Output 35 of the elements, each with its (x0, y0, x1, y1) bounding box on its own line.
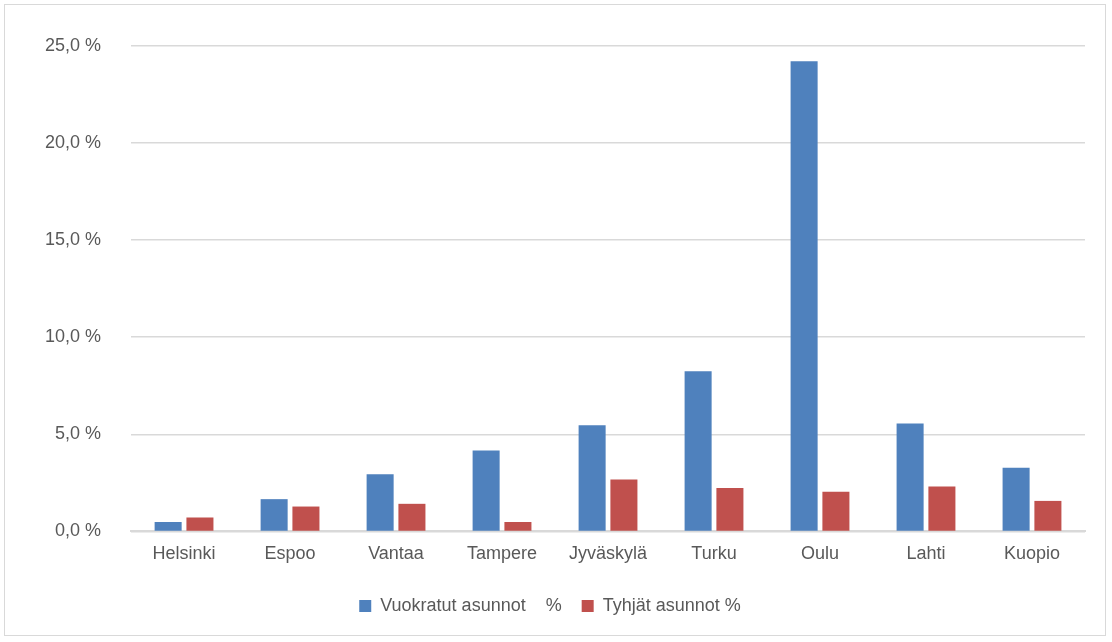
x-tick-label: Turku (691, 543, 737, 564)
bar (790, 61, 818, 531)
x-tick-label: Espoo (264, 543, 316, 564)
bar (186, 517, 214, 531)
y-tick-label: 25,0 % (44, 34, 102, 55)
y-tick-label: 20,0 % (44, 131, 102, 152)
x-tick-label: Lahti (906, 543, 946, 564)
bar (1034, 500, 1062, 531)
bar (154, 521, 182, 531)
bar (504, 522, 532, 531)
bar (896, 423, 924, 531)
bar (398, 503, 426, 531)
x-tick-label: Helsinki (152, 543, 216, 564)
bar (366, 474, 394, 531)
legend-label: Tyhjät asunnot % (602, 594, 741, 615)
y-tick-label: 0,0 % (55, 520, 102, 541)
bar (292, 506, 320, 531)
y-tick-label: 5,0 % (55, 423, 102, 444)
bar (1002, 467, 1030, 531)
x-tick-label: Kuopio (1003, 543, 1061, 564)
bar (260, 499, 288, 531)
x-tick-label: Oulu (801, 543, 840, 564)
legend-label: Vuokratut asunnot % (380, 594, 562, 615)
bar (716, 487, 744, 531)
bar (610, 479, 638, 531)
x-tick-label: Jyväskylä (569, 543, 649, 564)
y-tick-label: 15,0 % (44, 229, 102, 250)
bar (684, 371, 712, 531)
bar (822, 491, 850, 531)
bar (928, 486, 956, 531)
x-tick-label: Tampere (467, 543, 538, 564)
y-tick-label: 10,0 % (44, 326, 102, 347)
x-tick-label: Vantaa (368, 543, 425, 564)
bar (472, 450, 500, 531)
bar (578, 425, 606, 531)
